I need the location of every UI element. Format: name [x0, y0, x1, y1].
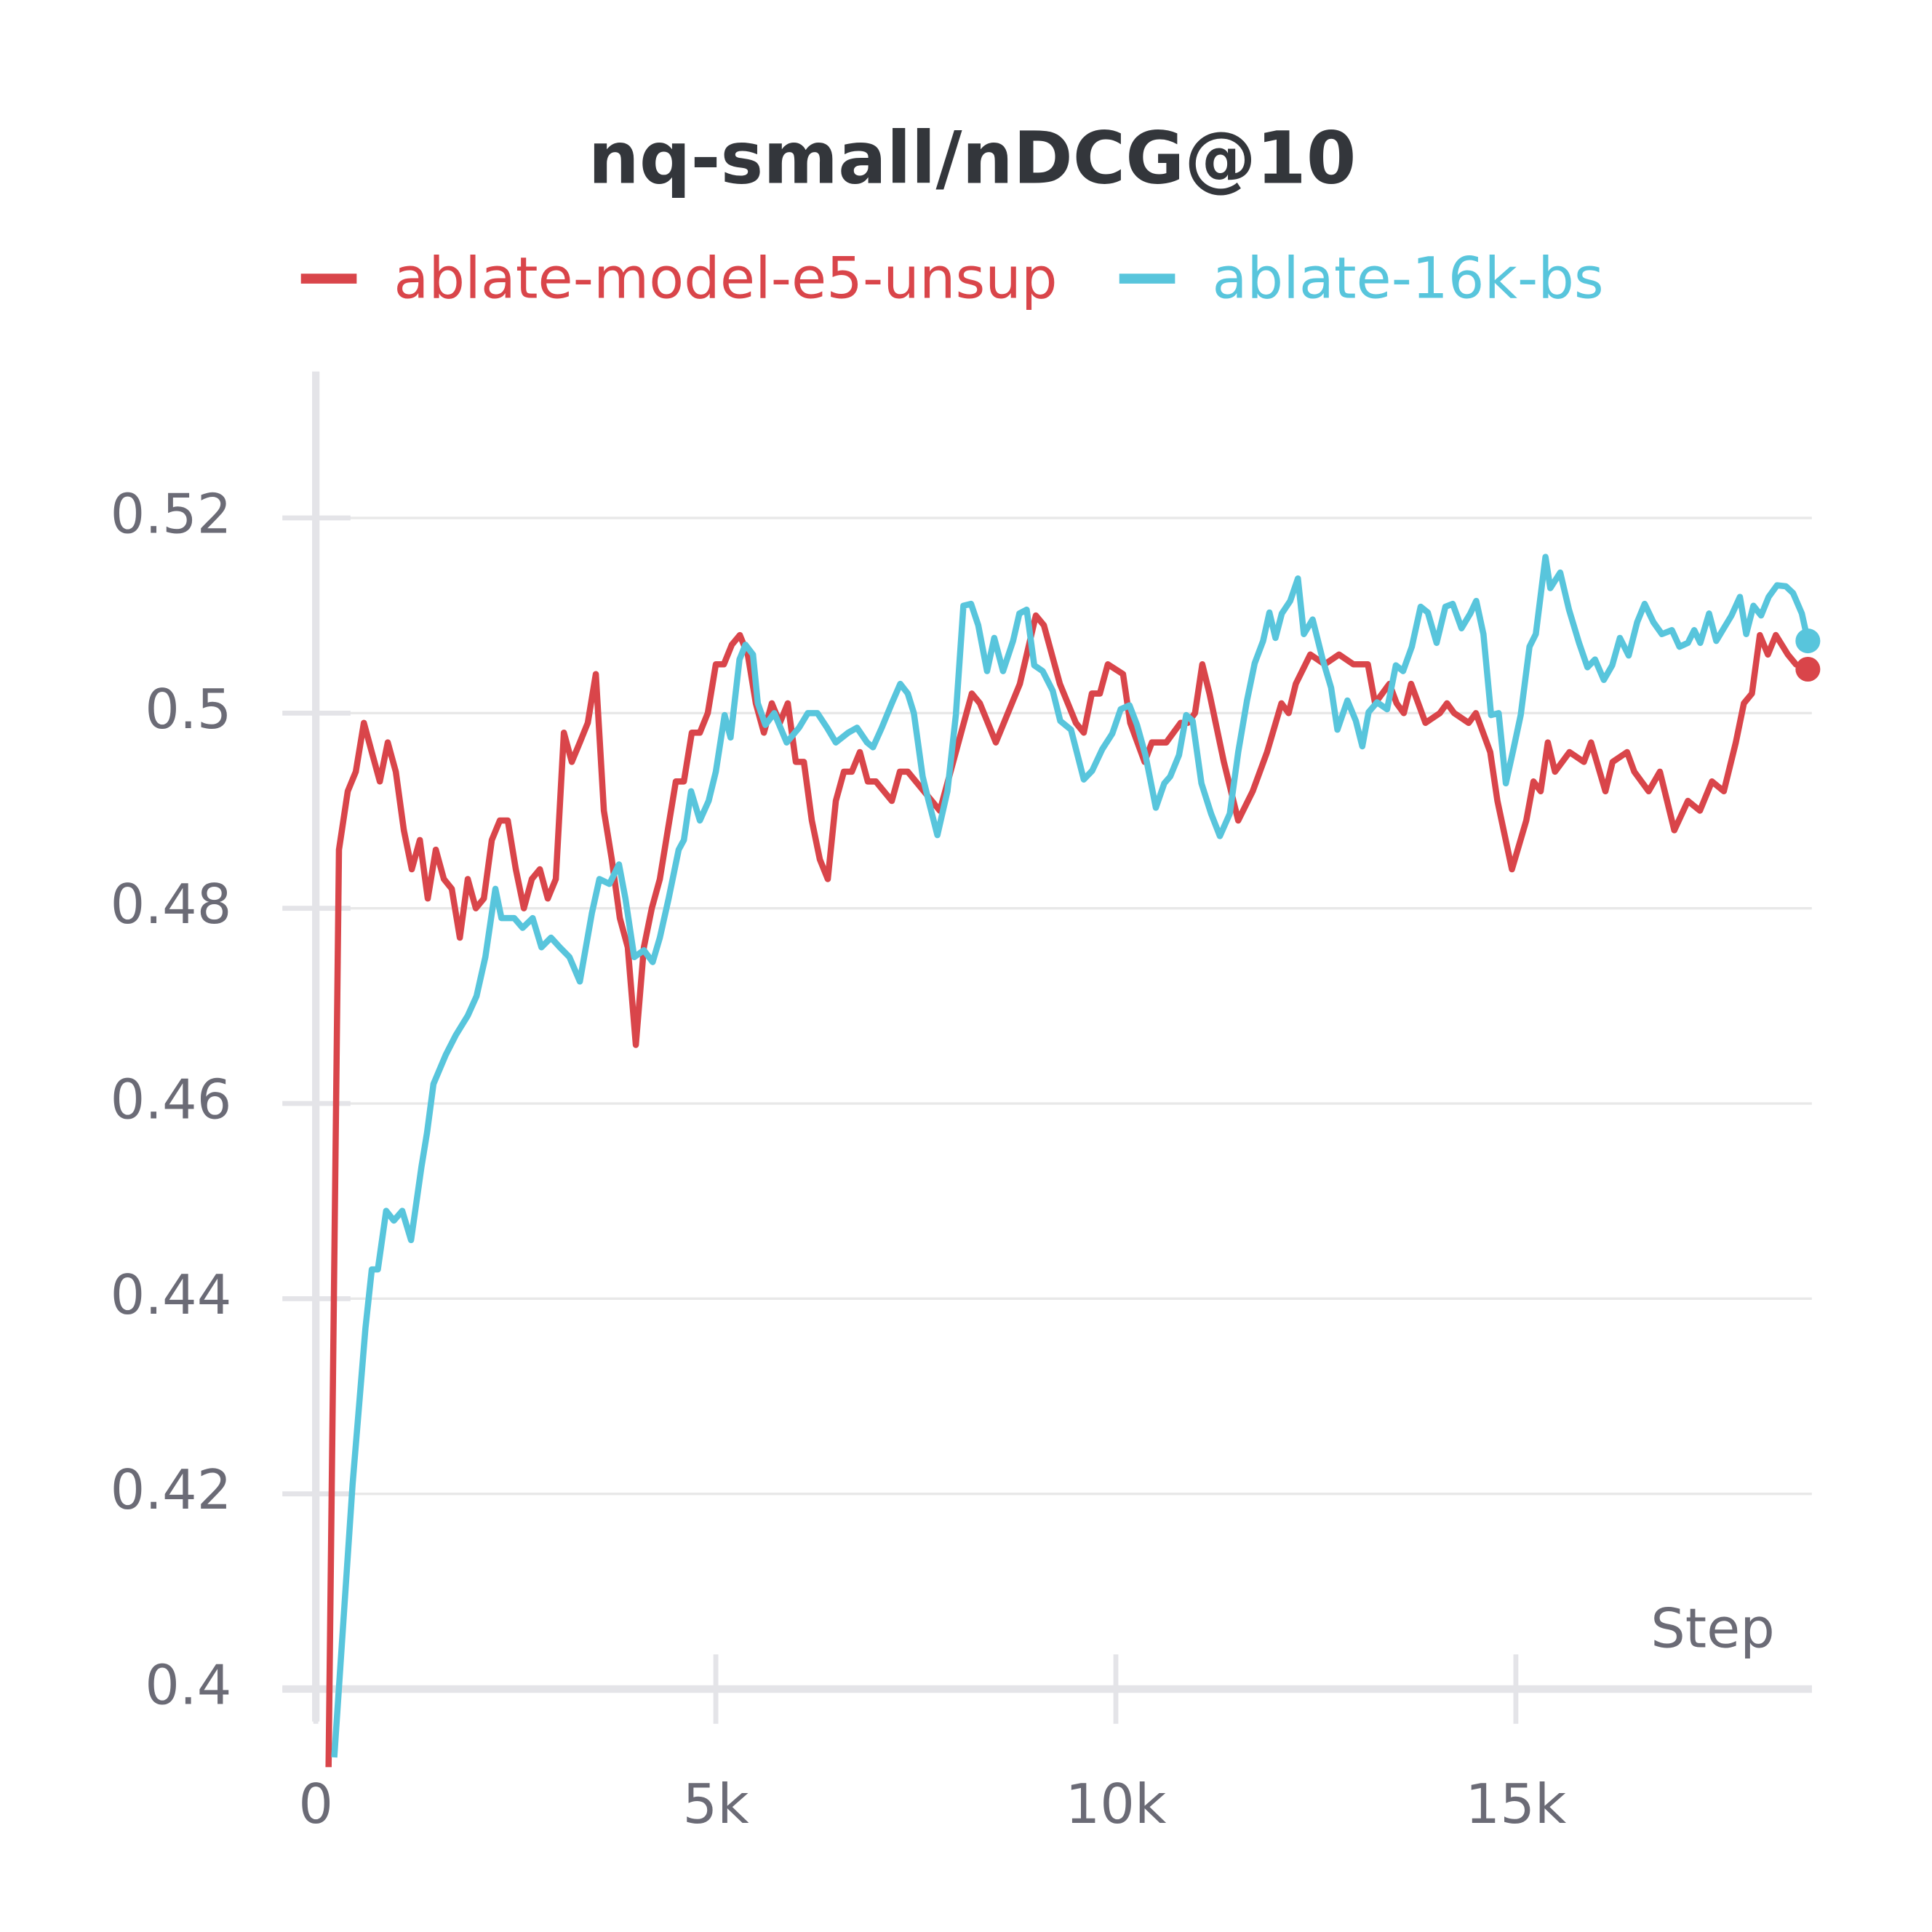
line: [331, 554, 1811, 1758]
y-tick-label: 0.46: [111, 1068, 232, 1132]
legend: ablate-model-e5-unsup ablate-16k-bs: [300, 246, 1604, 312]
y-tick-label: 0.48: [111, 872, 232, 936]
chart-title: nq-small/nDCG@10: [588, 117, 1357, 201]
line: [325, 612, 1809, 1768]
legend-label: ablate-16k-bs: [1212, 246, 1603, 312]
x-tick-label: 10k: [1066, 1772, 1167, 1836]
y-tick-label: 0.52: [111, 482, 232, 546]
x-tick-label: 15k: [1466, 1772, 1567, 1836]
y-tick-label: 0.44: [111, 1263, 232, 1327]
x-tick-label: 5k: [683, 1772, 750, 1836]
series: [325, 612, 1809, 1768]
x-axis-label: Step: [1650, 1596, 1775, 1660]
legend-label: ablate-model-e5-unsup: [394, 246, 1057, 312]
x-tick-label: 0: [298, 1772, 333, 1836]
y-tick-label: 0.42: [111, 1458, 232, 1522]
y-tick-label: 0.4: [145, 1653, 231, 1717]
end-dot: [1795, 628, 1821, 654]
series: [331, 554, 1811, 1758]
end-dot: [1795, 656, 1821, 682]
y-tick-label: 0.5: [145, 677, 231, 741]
